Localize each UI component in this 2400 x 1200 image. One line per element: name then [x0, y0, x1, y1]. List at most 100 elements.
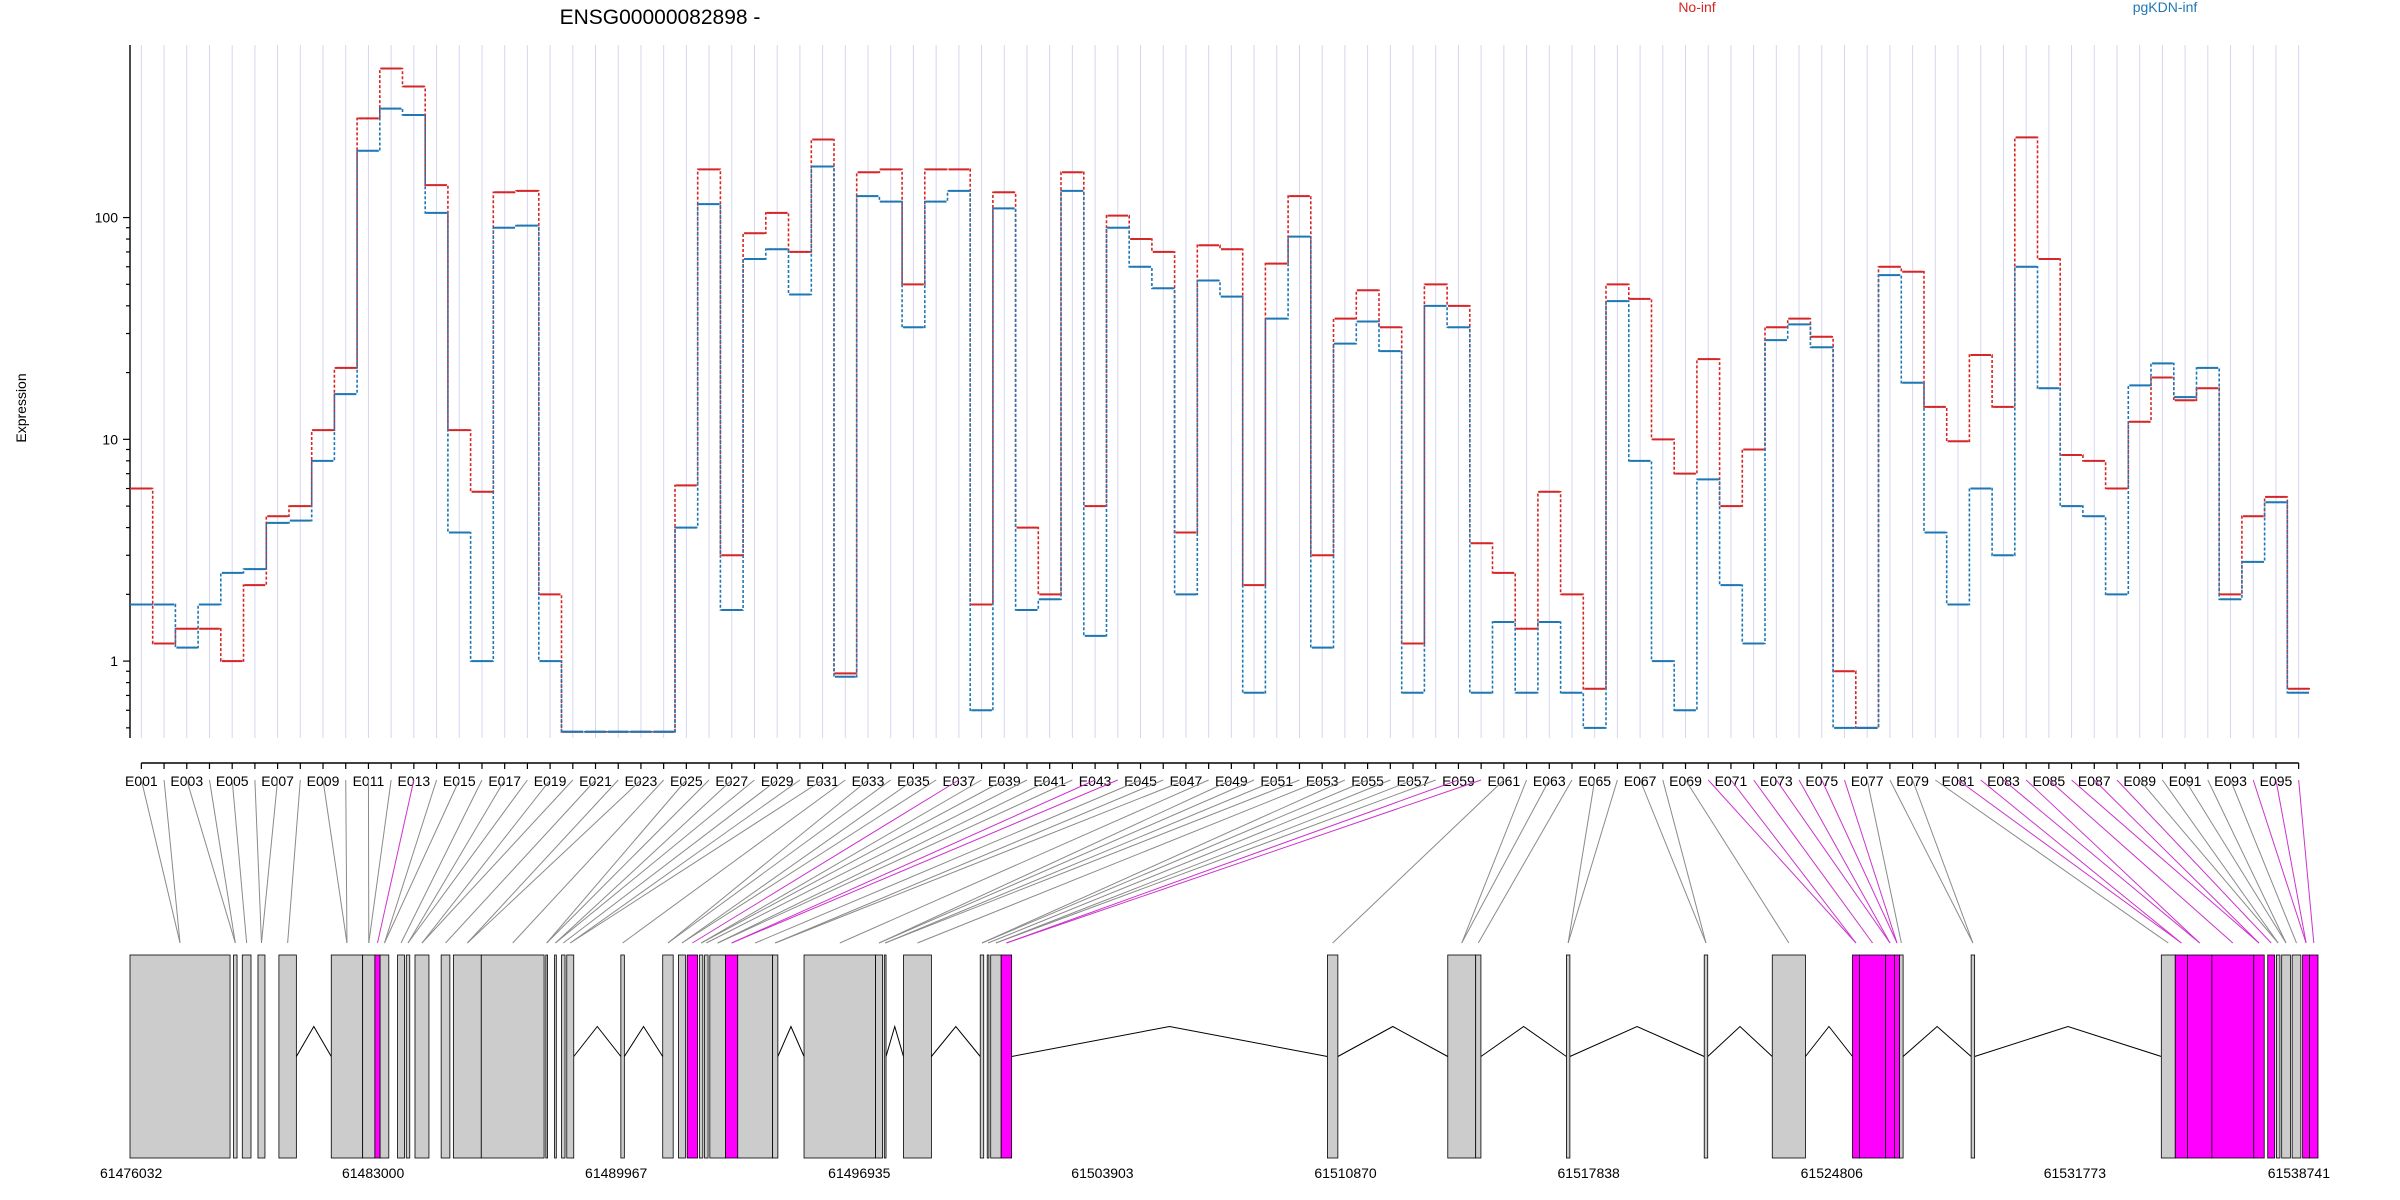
exon-box: [440, 954, 451, 1159]
exon-box: [397, 954, 405, 1159]
exon-connector: [987, 779, 1391, 944]
exon-box: [772, 954, 779, 1159]
exon-connector: [1980, 779, 2182, 944]
exon-box: [545, 954, 548, 1159]
coordinate-tick-label: 61489967: [585, 1165, 648, 1181]
exon-connector: [1477, 779, 1573, 944]
intron-line: [1902, 1025, 1972, 1057]
exon-connector: [717, 779, 1073, 944]
exon-box: [362, 954, 376, 1159]
coordinate-tick-label: 61517838: [1558, 1165, 1621, 1181]
y-tick-label: 100: [95, 210, 119, 226]
exon-connector: [878, 779, 1232, 944]
exon-connector: [1461, 779, 1550, 944]
exon-connector: [1707, 779, 1857, 944]
exon-connector: [884, 779, 1300, 944]
exon-connector: [562, 779, 778, 944]
exon-box: [1970, 954, 1976, 1159]
exon-connector: [421, 779, 574, 944]
x-tick-label: E055: [1351, 773, 1384, 789]
exon-connector: [981, 779, 1346, 944]
exon-connector: [208, 779, 236, 944]
exon-connector: [2230, 779, 2297, 944]
exon-box: [883, 954, 887, 1159]
y-axis-label: Expression: [13, 373, 29, 442]
exon-connector: [569, 779, 823, 944]
exon-box: [1899, 954, 1904, 1159]
exon-connector: [2025, 779, 2201, 944]
exon-connector: [884, 779, 1277, 944]
x-tick-label: E023: [625, 773, 658, 789]
exon-box: [704, 954, 709, 1159]
exon-connector: [995, 779, 1414, 944]
chart-title: ENSG00000082898 -: [560, 6, 761, 29]
exon-box: [737, 954, 774, 1159]
exon-connector: [706, 779, 1028, 944]
exon-connector: [917, 779, 1323, 944]
exon-connector: [681, 779, 914, 944]
exon-connector: [2003, 779, 2201, 944]
exon-connector: [775, 779, 1164, 944]
exon-connector: [981, 779, 1368, 944]
x-tick-label: E031: [806, 773, 839, 789]
exon-box: [330, 954, 364, 1159]
exon-connector: [2252, 779, 2307, 944]
exon-connector: [466, 779, 619, 944]
coordinate-tick-label: 61503903: [1071, 1165, 1134, 1181]
x-tick-label: E081: [1942, 773, 1975, 789]
exon-connector: [731, 779, 1096, 944]
exon-box: [257, 954, 266, 1159]
exon-box: [2174, 954, 2188, 1159]
x-tick-label: E089: [2123, 773, 2156, 789]
intron-line: [295, 1025, 332, 1057]
x-tick-label: E045: [1124, 773, 1157, 789]
x-tick-label: E049: [1215, 773, 1248, 789]
exon-connector: [700, 779, 982, 944]
grid-lines: [140, 45, 2300, 738]
exon-box: [241, 954, 252, 1159]
exon-box: [1771, 954, 1806, 1159]
coordinate-tick-label: 61531773: [2044, 1165, 2107, 1181]
exon-box: [662, 954, 674, 1159]
series-lines: [130, 67, 2310, 733]
exon-connector: [1006, 779, 1459, 944]
exon-box: [1447, 954, 1477, 1159]
exon-box: [1566, 954, 1571, 1159]
y-tick-label: 1: [110, 653, 118, 669]
exon-connector: [2116, 779, 2272, 944]
exon-connector: [717, 779, 1050, 944]
x-tick-label: E019: [534, 773, 567, 789]
exon-box: [1885, 954, 1895, 1159]
exon-connector: [1730, 779, 1857, 944]
exon-connector: [1567, 779, 1618, 944]
exon-connector: [754, 779, 1141, 944]
exon-box: [233, 954, 238, 1159]
x-tick-label: E039: [988, 773, 1021, 789]
exon-connector: [1935, 779, 2169, 944]
pgkdn-inf-line: [130, 107, 2310, 733]
exon-connector: [287, 779, 301, 944]
exon-connector: [140, 779, 181, 944]
y-tick-label: 10: [102, 431, 118, 447]
exon-connector: [407, 779, 506, 944]
x-tick-label: E071: [1715, 773, 1748, 789]
exon-box: [379, 954, 390, 1159]
exon-connector: [376, 779, 415, 944]
exon-connector: [1821, 779, 1898, 944]
exon-connector: [681, 779, 937, 944]
exon-box: [709, 954, 726, 1159]
exon-connector: [546, 779, 710, 944]
x-axis: E001 E003 E005 E007 E009 E011 E013 E015 E017 E019…: [125, 762, 2300, 789]
exon-connector: [555, 779, 733, 944]
exon-connector: [1957, 779, 2182, 944]
exon-box: [2291, 954, 2302, 1159]
exon-box: [686, 954, 699, 1159]
exon-connector: [700, 779, 1005, 944]
exon-connector: [384, 779, 460, 944]
no-inf-line: [130, 67, 2310, 733]
exon-box: [1859, 954, 1887, 1159]
coordinate-tick-label: 61510870: [1314, 1165, 1377, 1181]
exon-connector: [731, 779, 1119, 944]
coordinate-tick-label: 61538741: [2268, 1165, 2331, 1181]
